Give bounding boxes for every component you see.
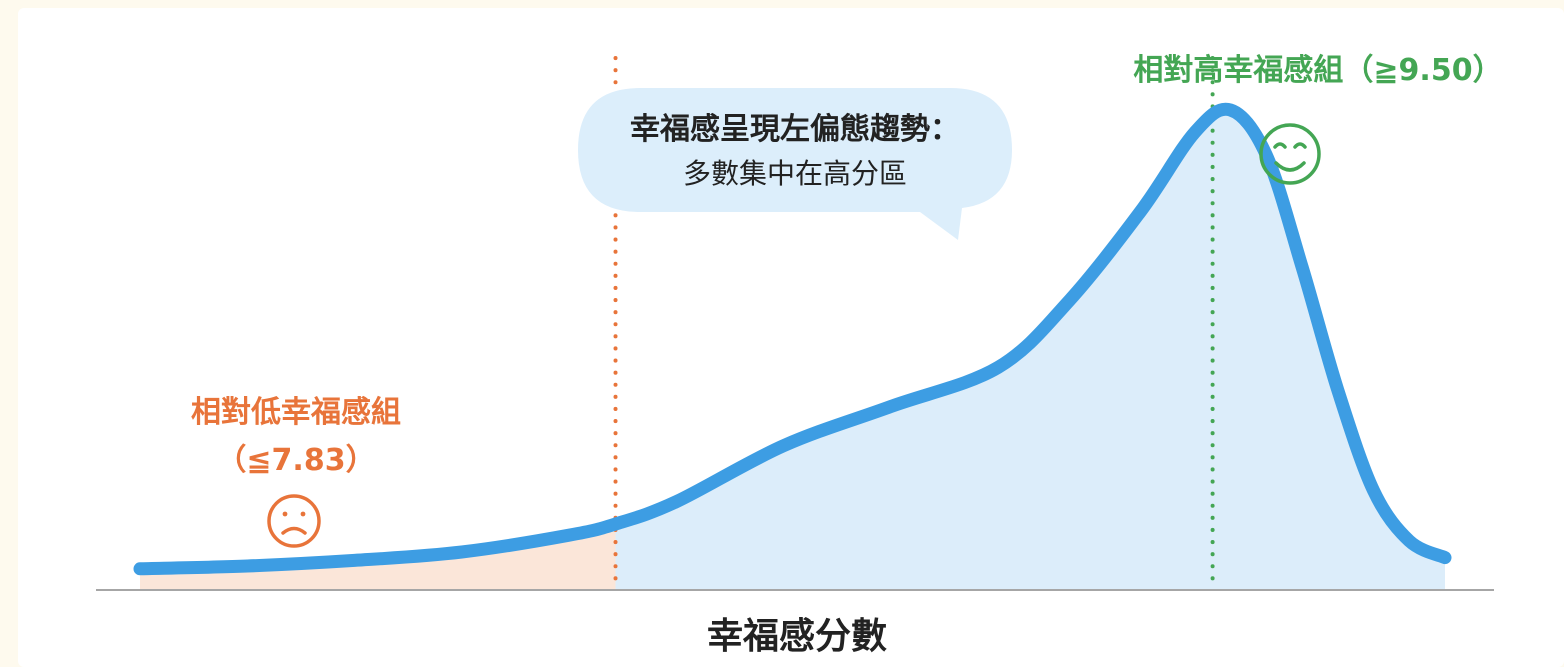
high-group-title: 相對高幸福感組（≧9.50）: [1133, 53, 1502, 88]
callout-shape: [578, 88, 1012, 240]
smiley-face-icon: [1259, 123, 1321, 185]
sad-face-icon: [267, 494, 321, 548]
callout-subtitle: 多數集中在高分區: [683, 157, 907, 190]
density-curve: [133, 102, 1452, 576]
low-group-annotation: 相對低幸福感組 （≦7.83）: [191, 395, 401, 548]
callout-bubble: 幸福感呈現左偏態趨勢： 多數集中在高分區: [578, 88, 1012, 240]
high-group-annotation: 相對高幸福感組（≧9.50）: [1133, 53, 1503, 185]
low-group-area: [140, 523, 616, 590]
callout-title: 幸福感呈現左偏態趨勢：: [630, 112, 960, 147]
x-axis-title: 幸福感分數: [707, 616, 887, 657]
low-group-value: （≦7.83）: [216, 443, 375, 478]
low-group-title: 相對低幸福感組: [191, 395, 401, 430]
